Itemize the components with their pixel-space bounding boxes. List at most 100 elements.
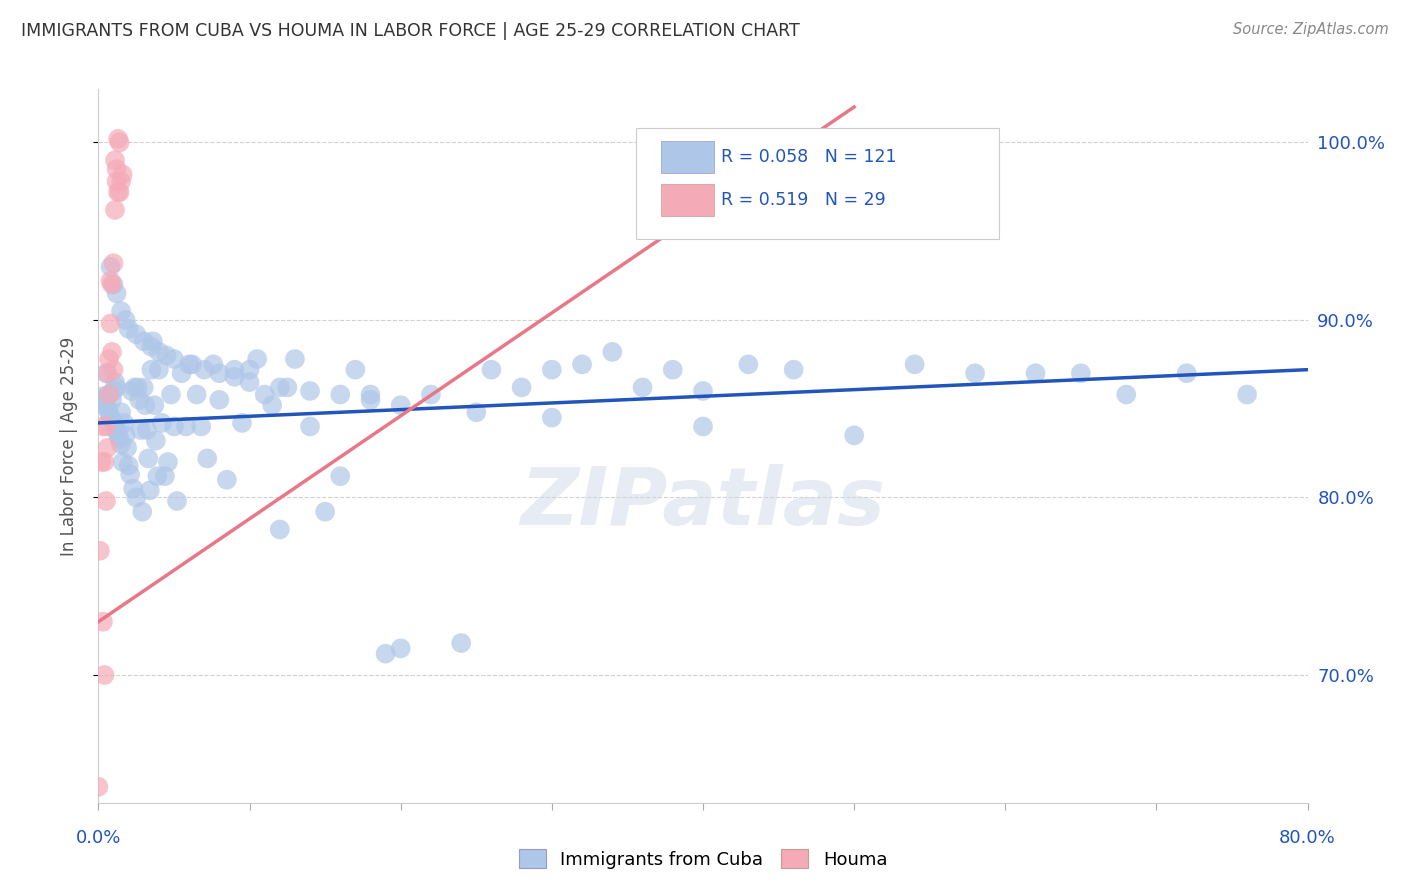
Point	[136, 451, 159, 466]
Point	[107, 185, 129, 199]
Point	[115, 441, 138, 455]
Point	[148, 345, 170, 359]
Point	[450, 636, 472, 650]
Point	[108, 432, 131, 446]
Point	[96, 401, 118, 416]
Point	[110, 437, 132, 451]
Point	[692, 419, 714, 434]
Point	[150, 416, 173, 430]
Point	[329, 387, 352, 401]
Point	[692, 384, 714, 398]
Point	[104, 375, 127, 389]
Point	[104, 153, 127, 168]
Point	[153, 469, 176, 483]
Legend: Immigrants from Cuba, Houma: Immigrants from Cuba, Houma	[512, 842, 894, 876]
Point	[118, 322, 141, 336]
Point	[360, 387, 382, 401]
Point	[112, 416, 135, 430]
Point	[124, 380, 146, 394]
Point	[94, 398, 117, 412]
Point	[181, 357, 204, 371]
Point	[269, 380, 291, 394]
Point	[208, 392, 231, 407]
Point	[269, 523, 291, 537]
Point	[1024, 366, 1046, 380]
Point	[110, 174, 132, 188]
Point	[389, 398, 412, 412]
Point	[101, 345, 124, 359]
Text: IMMIGRANTS FROM CUBA VS HOUMA IN LABOR FORCE | AGE 25-29 CORRELATION CHART: IMMIGRANTS FROM CUBA VS HOUMA IN LABOR F…	[21, 22, 800, 40]
Point	[540, 410, 562, 425]
Point	[110, 304, 132, 318]
Point	[132, 380, 155, 394]
Point	[104, 202, 127, 217]
Point	[155, 349, 177, 363]
Point	[202, 357, 225, 371]
Point	[121, 384, 143, 398]
Point	[141, 362, 163, 376]
Point	[299, 384, 322, 398]
FancyBboxPatch shape	[637, 128, 1000, 239]
Point	[170, 366, 193, 380]
Point	[103, 362, 125, 376]
Point	[120, 467, 142, 482]
Point	[93, 455, 115, 469]
Point	[145, 434, 167, 448]
Point	[141, 340, 163, 354]
Point	[142, 334, 165, 349]
Point	[125, 327, 148, 342]
Point	[114, 313, 136, 327]
Text: 80.0%: 80.0%	[1279, 830, 1336, 847]
Point	[94, 366, 117, 380]
Point	[276, 380, 298, 394]
Point	[465, 405, 488, 419]
Point	[344, 362, 367, 376]
Point	[143, 398, 166, 412]
Point	[110, 405, 132, 419]
Point	[139, 483, 162, 498]
Y-axis label: In Labor Force | Age 25-29: In Labor Force | Age 25-29	[59, 336, 77, 556]
Point	[481, 362, 503, 376]
Point	[94, 494, 117, 508]
Point	[844, 428, 866, 442]
Point	[105, 286, 128, 301]
Point	[122, 482, 145, 496]
Point	[91, 419, 114, 434]
Point	[111, 455, 134, 469]
Point	[87, 780, 110, 794]
Point	[904, 357, 927, 371]
Point	[107, 132, 129, 146]
Point	[134, 398, 156, 412]
Point	[105, 380, 128, 394]
Point	[129, 423, 152, 437]
Point	[195, 451, 218, 466]
Point	[1070, 366, 1092, 380]
Point	[239, 362, 262, 376]
Point	[132, 334, 155, 349]
Point	[231, 416, 253, 430]
Point	[104, 419, 127, 434]
Point	[107, 428, 129, 442]
Point	[98, 387, 121, 401]
Point	[662, 362, 685, 376]
Point	[208, 366, 231, 380]
Point	[101, 392, 124, 407]
Point	[314, 505, 336, 519]
Point	[246, 351, 269, 366]
Point	[186, 387, 208, 401]
Point	[98, 351, 121, 366]
Point	[420, 387, 443, 401]
Point	[127, 380, 149, 394]
Point	[179, 357, 201, 371]
Point	[96, 441, 118, 455]
Point	[156, 455, 179, 469]
Point	[98, 405, 121, 419]
Text: R = 0.058   N = 121: R = 0.058 N = 121	[721, 148, 897, 166]
Point	[108, 185, 131, 199]
Point	[160, 387, 183, 401]
Point	[103, 256, 125, 270]
Point	[103, 277, 125, 292]
Point	[96, 366, 118, 380]
Point	[374, 647, 396, 661]
Text: R = 0.519   N = 29: R = 0.519 N = 29	[721, 191, 886, 209]
